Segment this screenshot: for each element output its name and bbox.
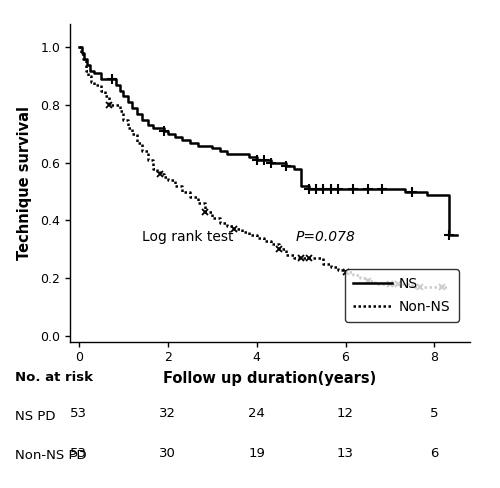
Text: 30: 30 [160,447,176,460]
X-axis label: Follow up duration(years): Follow up duration(years) [164,371,376,386]
Y-axis label: Technique survival: Technique survival [17,106,32,260]
Text: 12: 12 [337,407,354,421]
Text: 32: 32 [160,407,176,421]
Text: Log rank test: Log rank test [142,230,238,244]
Text: Non-NS PD: Non-NS PD [15,449,86,462]
Text: 53: 53 [70,447,88,460]
Text: 53: 53 [70,407,88,421]
Text: P=0.078: P=0.078 [296,230,356,244]
Text: 6: 6 [430,447,438,460]
Text: 5: 5 [430,407,438,421]
Text: 24: 24 [248,407,265,421]
Text: No. at risk: No. at risk [15,371,93,384]
Legend: NS, Non-NS: NS, Non-NS [345,269,459,322]
Text: 13: 13 [337,447,354,460]
Text: 19: 19 [248,447,265,460]
Text: NS PD: NS PD [15,410,56,423]
